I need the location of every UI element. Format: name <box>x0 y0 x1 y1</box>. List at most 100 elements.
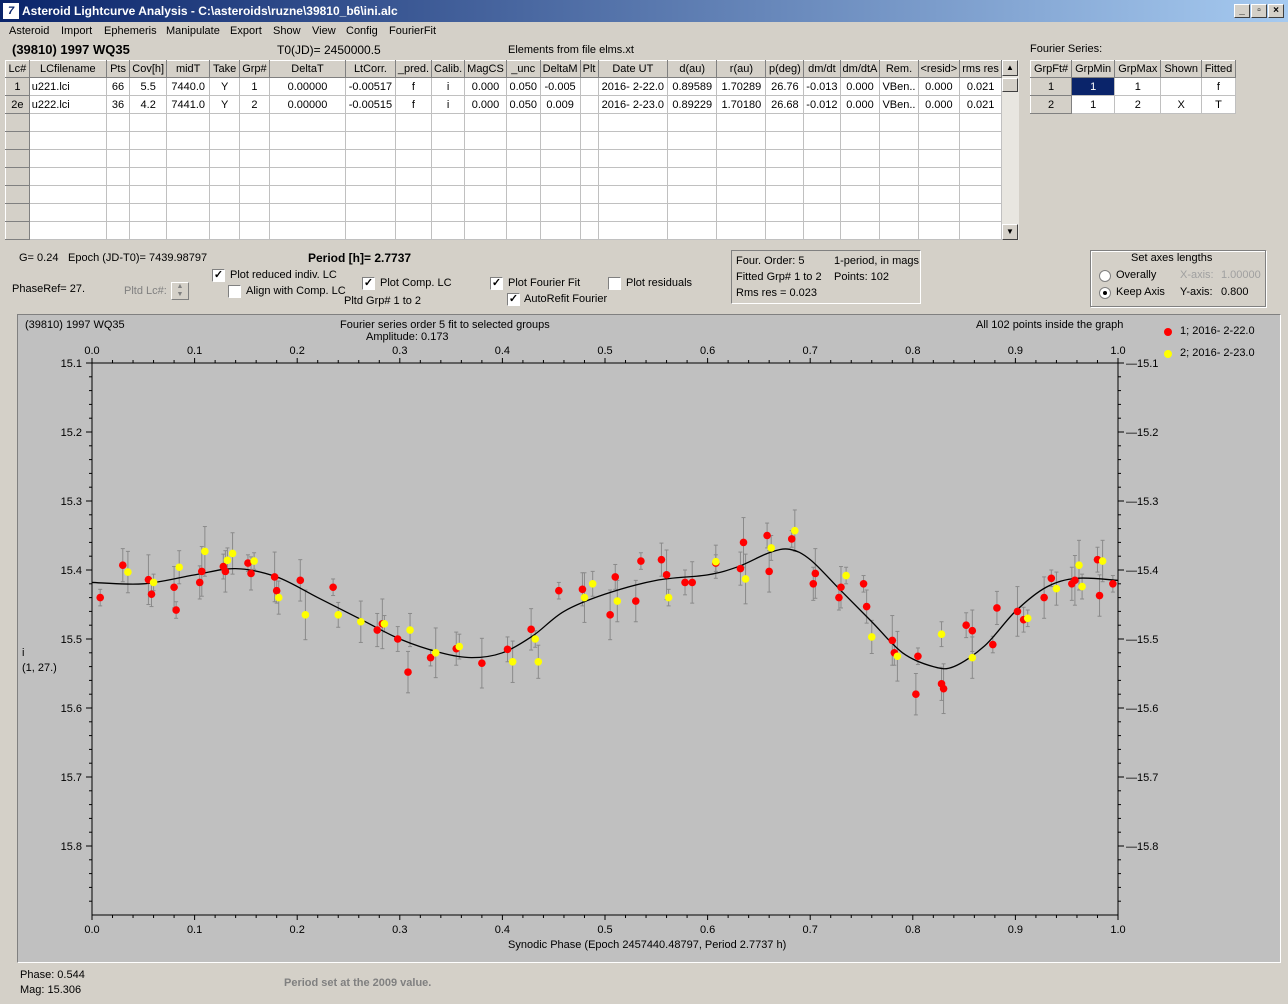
menu-fourierfit[interactable]: FourierFit <box>389 25 437 37</box>
lc-cell[interactable] <box>917 167 961 186</box>
lc-cell[interactable]: -0.00515 <box>345 95 396 114</box>
lc-cell[interactable] <box>209 203 240 222</box>
keep-axis-radio[interactable] <box>1099 287 1111 299</box>
fs-cell[interactable]: 1 <box>1071 95 1116 114</box>
lc-cell[interactable] <box>667 221 718 240</box>
fs-cell[interactable]: 2 <box>1029 95 1073 114</box>
lc-cell[interactable]: 0.021 <box>959 77 1002 96</box>
lc-cell[interactable] <box>105 167 131 186</box>
lc-cell[interactable] <box>803 185 841 204</box>
lc-cell[interactable] <box>394 149 433 168</box>
lc-cell[interactable] <box>505 167 541 186</box>
lc-col-19[interactable]: dm/dt <box>803 60 841 78</box>
lc-cell[interactable] <box>716 131 767 150</box>
lc-col-15[interactable]: Date UT <box>597 60 669 78</box>
lc-cell[interactable] <box>28 203 107 222</box>
lc-cell[interactable]: f <box>394 95 433 114</box>
fs-col-0[interactable]: GrpFt# <box>1029 60 1073 78</box>
plot-residuals-checkbox[interactable] <box>608 277 621 290</box>
fs-col-4[interactable]: Fitted <box>1200 60 1237 78</box>
lc-cell[interactable]: 0.89589 <box>667 77 718 96</box>
lc-cell[interactable] <box>505 185 541 204</box>
lc-cell[interactable]: 36 <box>105 95 131 114</box>
lc-cell[interactable] <box>209 221 240 240</box>
lc-cell[interactable] <box>667 185 718 204</box>
lc-cell[interactable] <box>464 167 507 186</box>
lc-col-12[interactable]: _unc <box>505 60 541 78</box>
lc-cell[interactable] <box>667 131 718 150</box>
lc-cell[interactable]: 66 <box>105 77 131 96</box>
lc-cell[interactable] <box>129 167 168 186</box>
lc-cell[interactable]: 1 <box>5 77 30 96</box>
scroll-down-icon[interactable]: ▼ <box>1002 224 1018 240</box>
app-icon[interactable]: 7 <box>3 3 19 19</box>
lc-cell[interactable]: 0.000 <box>839 95 881 114</box>
lc-cell[interactable] <box>166 203 211 222</box>
lc-cell[interactable] <box>268 113 347 132</box>
lc-cell[interactable] <box>464 185 507 204</box>
lc-col-2[interactable]: Pts <box>105 60 131 78</box>
lc-cell[interactable] <box>765 203 805 222</box>
lc-cell[interactable] <box>166 149 211 168</box>
lc-cell[interactable] <box>28 131 107 150</box>
lc-cell[interactable] <box>579 149 599 168</box>
lc-cell[interactable] <box>539 203 581 222</box>
lc-col-6[interactable]: Grp# <box>238 60 270 78</box>
lc-cell[interactable] <box>917 203 961 222</box>
table-row[interactable] <box>5 185 1002 204</box>
lc-cell[interactable] <box>268 221 347 240</box>
lc-cell[interactable] <box>716 221 767 240</box>
fs-cell[interactable]: T <box>1200 95 1237 114</box>
lc-cell[interactable] <box>105 221 131 240</box>
lc-col-11[interactable]: MagCS <box>464 60 507 78</box>
lc-cell[interactable]: 0.89229 <box>667 95 718 114</box>
lc-cell[interactable] <box>394 131 433 150</box>
lc-cell[interactable] <box>917 221 961 240</box>
lc-cell[interactable]: u222.lci <box>28 95 107 114</box>
lc-cell[interactable]: 0.000 <box>839 77 881 96</box>
fs-cell[interactable]: X <box>1160 95 1202 114</box>
lc-cell[interactable] <box>917 149 961 168</box>
lc-cell[interactable]: -0.00517 <box>345 77 396 96</box>
fs-cell[interactable]: 1 <box>1114 77 1162 96</box>
lc-cell[interactable] <box>268 149 347 168</box>
lc-cell[interactable] <box>431 203 466 222</box>
lc-col-20[interactable]: dm/dtA <box>839 60 881 78</box>
fs-col-2[interactable]: GrpMax <box>1114 60 1162 78</box>
plot-fourier-checkbox[interactable]: ✓ <box>490 277 503 290</box>
menu-export[interactable]: Export <box>230 25 262 37</box>
lc-cell[interactable] <box>464 149 507 168</box>
lc-cell[interactable] <box>539 113 581 132</box>
lc-cell[interactable] <box>105 203 131 222</box>
lc-cell[interactable]: Y <box>209 77 240 96</box>
lc-cell[interactable] <box>765 167 805 186</box>
lc-cell[interactable] <box>765 221 805 240</box>
lc-cell[interactable] <box>505 131 541 150</box>
lc-col-21[interactable]: Rem. <box>879 60 919 78</box>
lc-col-3[interactable]: Cov[h] <box>129 60 168 78</box>
fs-col-1[interactable]: GrpMin <box>1071 60 1116 78</box>
lc-cell[interactable] <box>129 113 168 132</box>
table-row[interactable] <box>5 167 1002 186</box>
lc-cell[interactable] <box>345 113 396 132</box>
lc-cell[interactable] <box>667 113 718 132</box>
fs-cell[interactable] <box>1160 77 1202 96</box>
lc-cell[interactable]: 7440.0 <box>166 77 211 96</box>
menu-ephemeris[interactable]: Ephemeris <box>104 25 157 37</box>
lc-col-0[interactable]: Lc# <box>5 60 30 78</box>
lc-cell[interactable] <box>803 221 841 240</box>
lc-cell[interactable] <box>803 167 841 186</box>
lc-cell[interactable] <box>238 221 270 240</box>
lc-col-10[interactable]: Calib. <box>431 60 466 78</box>
lc-cell[interactable] <box>268 185 347 204</box>
lc-cell[interactable] <box>345 149 396 168</box>
lc-cell[interactable] <box>394 185 433 204</box>
lc-cell[interactable] <box>879 131 919 150</box>
lightcurve-chart[interactable]: 0.0 0.0 0.1 0.1 0.2 0.2 0.3 0.3 0.4 0.4 0.5 0.5 0.6 0… <box>18 315 1280 962</box>
lc-cell[interactable]: 7441.0 <box>166 95 211 114</box>
table-scrollbar[interactable]: ▲ ▼ <box>1002 60 1019 240</box>
lc-cell[interactable]: 0.009 <box>539 95 581 114</box>
lc-cell[interactable] <box>238 203 270 222</box>
